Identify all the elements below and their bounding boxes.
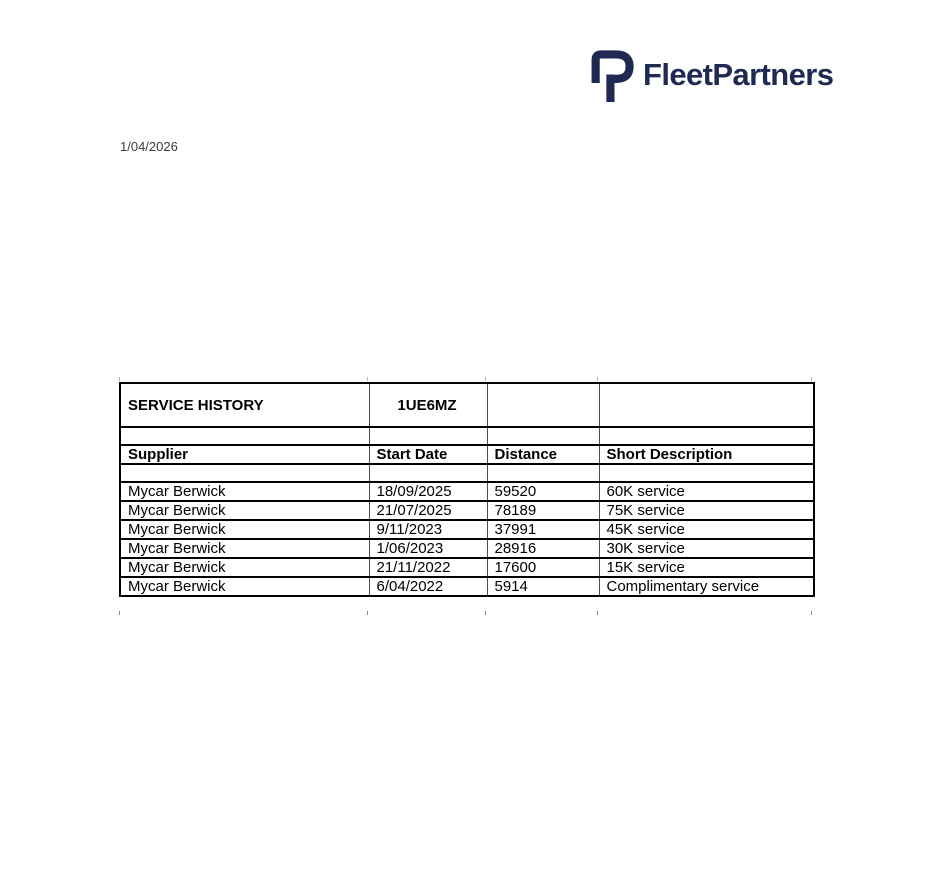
table-title: SERVICE HISTORY [119, 382, 369, 427]
logo: FleetPartners [588, 47, 834, 102]
table-row: Mycar Berwick 6/04/2022 5914 Complimenta… [119, 576, 815, 597]
distance-cell: 28916 [486, 538, 599, 558]
empty-cell [598, 382, 815, 427]
table-border-stub [597, 377, 598, 381]
column-header-row: Supplier Start Date Distance Short Descr… [119, 444, 815, 464]
empty-cell [598, 463, 815, 482]
column-header-description: Short Description [598, 444, 815, 464]
empty-cell [598, 426, 815, 445]
table-border-stub [119, 611, 120, 615]
column-header-distance: Distance [486, 444, 599, 464]
empty-cell [486, 426, 599, 445]
table-row: Mycar Berwick 21/11/2022 17600 15K servi… [119, 557, 815, 577]
empty-cell [368, 463, 487, 482]
supplier-cell: Mycar Berwick [119, 576, 369, 597]
empty-cell [368, 426, 487, 445]
supplier-cell: Mycar Berwick [119, 538, 369, 558]
empty-cell [119, 463, 369, 482]
table-border-stub [811, 611, 812, 615]
table-border-stub [485, 377, 486, 381]
empty-cell [119, 426, 369, 445]
column-header-start-date: Start Date [368, 444, 487, 464]
table-row: Mycar Berwick 9/11/2023 37991 45K servic… [119, 519, 815, 539]
fleetpartners-fp-monogram-icon [591, 50, 634, 102]
report-date: 1/04/2026 [120, 139, 178, 154]
start-date-cell: 18/09/2025 [368, 481, 487, 501]
logo-brand-text: FleetPartners [643, 57, 834, 92]
distance-cell: 5914 [486, 576, 599, 597]
spacer-row [119, 426, 815, 445]
start-date-cell: 9/11/2023 [368, 519, 487, 539]
table-row: Mycar Berwick 1/06/2023 28916 30K servic… [119, 538, 815, 558]
table-border-stub [811, 377, 812, 381]
start-date-cell: 1/06/2023 [368, 538, 487, 558]
table-border-stub [119, 377, 120, 381]
distance-cell: 59520 [486, 481, 599, 501]
table-title-row: SERVICE HISTORY 1UE6MZ [119, 382, 815, 427]
table-border-stub [597, 611, 598, 615]
table-border-stub [485, 611, 486, 615]
description-cell: 60K service [598, 481, 815, 501]
start-date-cell: 6/04/2022 [368, 576, 487, 597]
distance-cell: 78189 [486, 500, 599, 520]
empty-cell [486, 382, 599, 427]
description-cell: 15K service [598, 557, 815, 577]
distance-cell: 37991 [486, 519, 599, 539]
table-row: Mycar Berwick 21/07/2025 78189 75K servi… [119, 500, 815, 520]
table-border-stub [367, 377, 368, 381]
description-cell: Complimentary service [598, 576, 815, 597]
column-header-supplier: Supplier [119, 444, 369, 464]
supplier-cell: Mycar Berwick [119, 557, 369, 577]
supplier-cell: Mycar Berwick [119, 481, 369, 501]
description-cell: 45K service [598, 519, 815, 539]
distance-cell: 17600 [486, 557, 599, 577]
start-date-cell: 21/07/2025 [368, 500, 487, 520]
start-date-cell: 21/11/2022 [368, 557, 487, 577]
table-border-stub [367, 611, 368, 615]
empty-cell [486, 463, 599, 482]
service-history-table: SERVICE HISTORY 1UE6MZ Supplier Start Da… [119, 382, 815, 597]
supplier-cell: Mycar Berwick [119, 500, 369, 520]
table-row: Mycar Berwick 18/09/2025 59520 60K servi… [119, 481, 815, 501]
supplier-cell: Mycar Berwick [119, 519, 369, 539]
vehicle-rego: 1UE6MZ [368, 382, 487, 427]
spacer-row [119, 463, 815, 482]
description-cell: 30K service [598, 538, 815, 558]
description-cell: 75K service [598, 500, 815, 520]
